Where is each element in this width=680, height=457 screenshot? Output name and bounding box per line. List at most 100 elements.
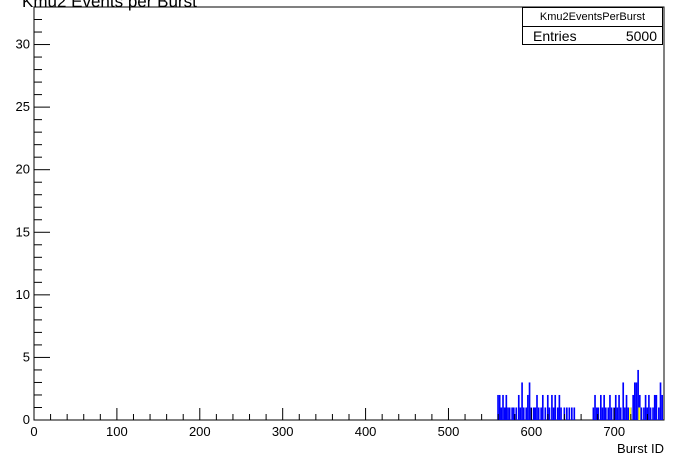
x-tick-label: 700 [603,424,625,439]
histogram-bar [595,407,598,420]
y-tick-label: 0 [23,412,30,427]
histogram-bar [515,407,518,420]
stats-box: Kmu2EventsPerBurst Entries 5000 [522,7,663,45]
histogram-bar [558,394,561,420]
histogram-bar [648,394,650,420]
histogram-bar [503,407,506,420]
x-tick-label: 400 [355,424,377,439]
histogram-bar [532,407,535,420]
histogram-bar [541,394,544,420]
x-tick-label: 100 [106,424,128,439]
histogram-bar [597,407,600,420]
x-axis-label: Burst ID [617,441,664,456]
histogram-bar [640,407,643,420]
chart-title: Kmu2 Events per Burst [22,0,197,11]
x-tick-label: 200 [189,424,211,439]
histogram-bar [508,407,511,420]
histogram-bar [637,369,639,420]
y-tick-label: 30 [16,37,30,52]
histogram-bar [512,407,515,420]
histogram-bar [643,407,645,420]
histogram-bar [521,382,523,420]
histogram-bar [540,407,542,420]
histogram-bar [528,382,531,420]
histogram-bar-highlight [629,407,632,420]
histogram-bar [649,407,652,420]
histogram-bar [511,407,513,420]
histogram-bar [646,407,649,420]
histogram-bar [659,382,662,420]
histogram-bar [560,407,562,420]
histogram-bar [548,407,551,420]
x-tick-label: 0 [30,424,37,439]
histogram-bar [573,407,576,420]
histogram-bar [600,394,602,420]
stats-entries-label: Entries [533,28,577,44]
histogram-bar [546,394,549,420]
histogram-bar [502,394,504,420]
histogram-bar [570,407,573,420]
histogram-bar [644,394,647,420]
histogram-bar [632,394,634,420]
y-tick-label: 5 [23,349,30,364]
histogram-bar [619,407,622,420]
x-tick-label: 500 [438,424,460,439]
histogram-bar [556,407,559,420]
histogram-bar [500,407,503,420]
histogram-bar [603,394,605,420]
plot-frame [33,6,665,421]
histogram-bar [627,407,630,420]
histogram-bar [536,394,538,420]
histogram-bar [517,394,520,420]
axes: 0 100 200 300 400 500 600 700 0 5 10 15 20 25 30 [16,6,665,439]
histogram-bar [534,407,537,420]
histogram-bar [618,394,620,420]
histogram-bar [661,394,663,420]
histogram-bar [652,407,654,420]
histogram-bar [614,394,617,420]
histogram-bar-highlight [638,407,641,420]
histogram-bar [604,407,607,420]
histogram-bar [609,394,611,420]
histogram-bar [497,394,499,420]
histogram-bar [625,394,628,420]
histogram-bar [527,394,529,420]
histogram-bar [658,407,660,420]
histogram-bar [601,407,604,420]
histogram-bar [622,382,625,420]
x-tick-label: 600 [521,424,543,439]
histogram-bar [498,394,501,420]
histogram-bar [624,407,626,420]
histogram-bar [525,407,528,420]
y-tick-label: 15 [16,224,30,239]
histogram-bar [633,382,636,420]
histogram-bar [566,407,568,420]
histogram-bars [497,369,663,420]
stats-entries-value: 5000 [625,28,657,44]
histogram-bar [537,407,540,420]
y-tick-label: 10 [16,287,30,302]
histogram-bar [592,407,595,420]
y-tick-label: 20 [16,162,30,177]
histogram-bar [635,382,638,420]
histogram-bar [568,407,571,420]
stats-name: Kmu2EventsPerBurst [523,8,662,27]
x-tick-label: 300 [272,424,294,439]
histogram-bar [551,394,553,420]
histogram-bar [544,407,547,420]
histogram-bar [554,394,557,420]
histogram-bar [594,394,596,420]
histogram-bar [505,394,508,420]
histogram-bar [552,407,555,420]
histogram-bar [653,394,656,420]
histogram-bar [616,407,619,420]
histogram-bar [610,407,613,420]
y-tick-label: 25 [16,99,30,114]
histogram-bar [655,394,658,420]
histogram-bar [519,407,522,420]
histogram-bar [507,407,509,420]
histogram-bar [522,407,525,420]
histogram-bar [607,407,610,420]
histogram-bar [563,407,566,420]
